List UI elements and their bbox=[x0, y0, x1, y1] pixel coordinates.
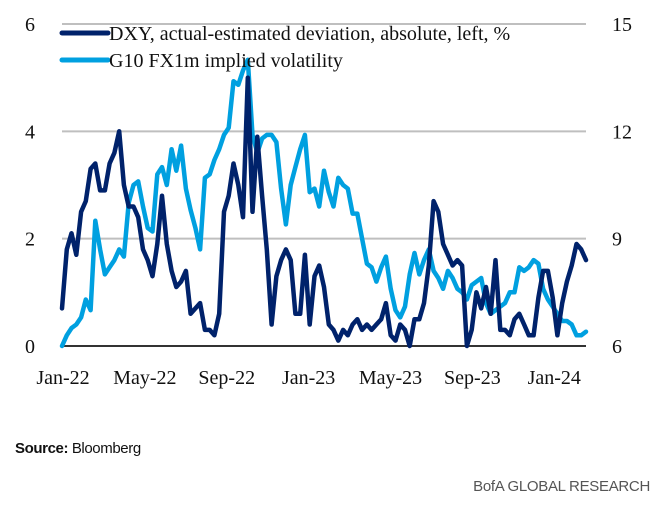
left-axis: 0 2 4 6 bbox=[25, 14, 35, 358]
x-tick-label: Jan-23 bbox=[282, 367, 335, 389]
gridlines bbox=[62, 23, 586, 347]
right-axis: 6 9 12 15 bbox=[612, 14, 632, 358]
legend-label-vol: G10 FX1m implied volatility bbox=[109, 50, 343, 72]
x-tick-label: Jan-24 bbox=[528, 367, 581, 389]
left-tick-label: 6 bbox=[25, 14, 35, 36]
right-tick-label: 9 bbox=[612, 229, 622, 251]
x-tick-label: Sep-23 bbox=[444, 367, 501, 389]
right-tick-label: 15 bbox=[612, 14, 632, 36]
left-tick-label: 0 bbox=[25, 336, 35, 358]
x-tick-label: May-22 bbox=[113, 367, 176, 389]
left-tick-label: 2 bbox=[25, 229, 35, 251]
legend-label-dxy: DXY, actual-estimated deviation, absolut… bbox=[109, 23, 510, 45]
source-value: Bloomberg bbox=[68, 440, 141, 457]
right-tick-label: 6 bbox=[612, 336, 622, 358]
x-axis: Jan-22 May-22 Sep-22 Jan-23 May-23 Sep-23 Jan-… bbox=[36, 367, 581, 389]
x-tick-label: Sep-22 bbox=[198, 367, 255, 389]
right-tick-label: 12 bbox=[612, 121, 632, 143]
source-note: Source: Bloomberg bbox=[15, 440, 141, 457]
brand-label: BofA GLOBAL RESEARCH bbox=[473, 478, 650, 495]
x-tick-label: Jan-22 bbox=[36, 367, 89, 389]
series-layer bbox=[59, 57, 589, 349]
chart: 0 2 4 6 6 9 12 15 Jan-22 May-22 Sep-22 Jan-23 May-… bbox=[25, 14, 632, 389]
series-line-dxy-deviation bbox=[59, 75, 589, 349]
left-tick-label: 4 bbox=[25, 121, 35, 143]
source-label: Source: bbox=[15, 440, 69, 457]
legend: DXY, actual-estimated deviation, absolut… bbox=[59, 23, 510, 72]
x-tick-label: May-23 bbox=[359, 367, 422, 389]
